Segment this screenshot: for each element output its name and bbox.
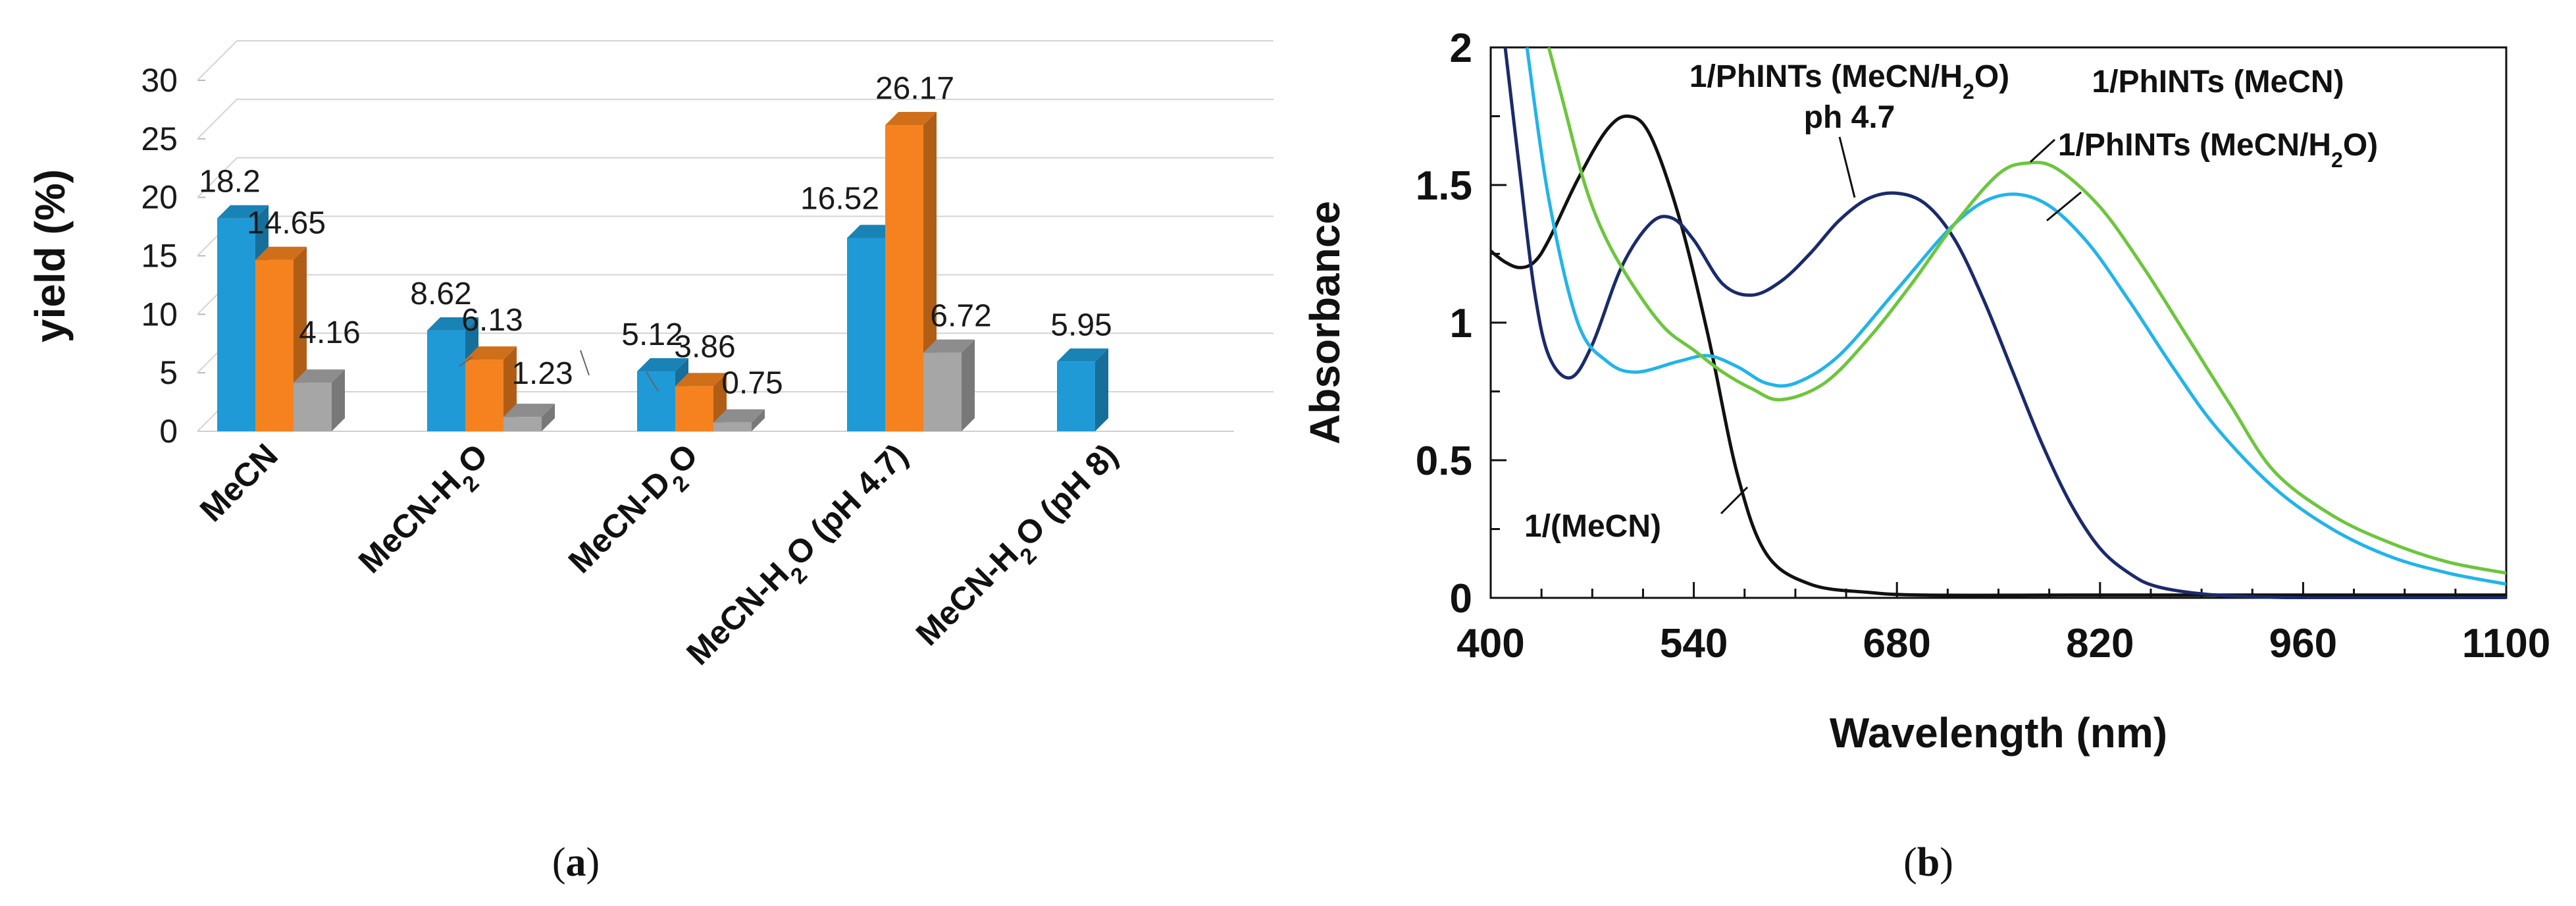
y-tick-label: 1.5 <box>1416 163 1472 209</box>
bar-top <box>675 373 727 386</box>
y-tick-label: 25 <box>141 120 178 157</box>
bar-series-3-3 <box>923 352 962 431</box>
bar-series-1-3 <box>847 238 885 431</box>
annotation-leader <box>1838 136 1856 198</box>
bar-top <box>713 409 765 423</box>
series-line-2 <box>1525 47 2506 586</box>
bar-series-2-3 <box>885 125 923 431</box>
bar-side <box>962 339 975 431</box>
data-label: 26.17 <box>875 71 954 106</box>
label-leader <box>459 356 473 367</box>
category-label: MeCN <box>193 437 285 529</box>
category-label: MeCN-H2O <box>351 437 502 587</box>
annotation-label: ph 4.7 <box>1804 100 1895 135</box>
data-label: 16.52 <box>800 181 879 216</box>
data-label: 14.65 <box>247 206 326 241</box>
curves-group <box>1491 47 2506 599</box>
panel-a-bar-chart: 0 5 10 15 20 25 30 yield (%) 18.2 14.65 4.16 MeCN 8.… <box>26 40 1274 680</box>
data-label: 6.13 <box>461 303 523 338</box>
x-tick-label: 1100 <box>2462 621 2551 666</box>
bar-series-1-0 <box>217 218 255 431</box>
bar-top <box>217 205 269 219</box>
data-label: 18.2 <box>199 165 260 200</box>
bar-series-3-1 <box>503 417 542 431</box>
bar-series-1-2 <box>637 371 675 431</box>
y-gridline <box>197 40 1274 81</box>
data-label: 0.75 <box>721 366 783 401</box>
bar-series-2-2 <box>675 386 713 431</box>
y-tick-label: 0 <box>159 413 178 450</box>
bar-series-2-0 <box>255 259 294 431</box>
series-line-1 <box>1503 47 2506 599</box>
annotation-label: 1/PhINTs (MeCN/H2O) <box>1689 59 2009 103</box>
bar-top <box>923 339 975 353</box>
series-line-3 <box>1547 47 2506 575</box>
annotation-label: 1/PhINTs (MeCN/H2O) <box>2058 128 2378 172</box>
annotation-label: 1/PhINTs (MeCN) <box>2092 65 2344 99</box>
category-label: MeCN-H2O (pH 4.7) <box>679 437 922 680</box>
bar-side <box>332 369 345 431</box>
panel-b-absorbance-chart: 400 540 680 820 960 1100 0 0.5 1 1.5 2 Wavelength (… <box>1301 26 2550 757</box>
bar-top <box>427 317 478 331</box>
bar-top <box>503 404 555 417</box>
y-tick-label: 1 <box>1450 301 1472 346</box>
category-label: MeCN-H2O (pH 8) <box>909 437 1132 660</box>
bar-side <box>542 404 555 431</box>
y-tick-label: 30 <box>141 62 178 99</box>
annotation-leader <box>2046 191 2082 222</box>
y-tick-label: 10 <box>141 296 178 333</box>
category-label: MeCN-D2O <box>561 437 712 587</box>
y-tick-label: 15 <box>141 238 178 275</box>
y-tick-label: 2 <box>1450 26 1472 71</box>
x-tick-label: 400 <box>1456 621 1524 666</box>
bar-top <box>255 246 307 260</box>
y-gridline <box>197 98 1274 140</box>
bar-top <box>1057 348 1108 362</box>
data-label: 6.72 <box>930 299 991 334</box>
bar-top <box>637 358 688 372</box>
y-tick-label: 0 <box>1450 576 1472 622</box>
y-axis-label: Absorbance <box>1301 201 1349 444</box>
bar-top <box>465 346 517 360</box>
annotation-leader <box>1720 486 1749 515</box>
y-gridline <box>197 215 1274 257</box>
y-tick-label: 0.5 <box>1416 439 1472 484</box>
label-leader <box>580 350 590 376</box>
x-tick-label: 960 <box>2269 621 2337 666</box>
bar-series-3-2 <box>713 422 752 431</box>
bar-side <box>752 409 765 431</box>
data-label: 8.62 <box>410 277 471 311</box>
bar-series-2-1 <box>465 360 503 431</box>
annotation-leader <box>2029 138 2056 163</box>
caption-a: (a) <box>552 840 600 885</box>
label-leader <box>646 371 659 392</box>
bar-series-3-0 <box>294 383 332 431</box>
x-tick-label: 680 <box>1863 621 1930 666</box>
data-label: 3.86 <box>674 329 735 364</box>
bar-top <box>294 369 345 383</box>
bar-series-1-1 <box>427 330 465 431</box>
y-axis-label: yield (%) <box>26 169 74 342</box>
y-tick-label: 5 <box>159 354 178 391</box>
data-label: 1.23 <box>511 356 573 391</box>
bar-top <box>885 112 937 126</box>
caption-b: (b) <box>1903 840 1953 885</box>
annotation-label: 1/(MeCN) <box>1524 509 1661 544</box>
data-label: 5.12 <box>621 317 683 352</box>
x-tick-label: 820 <box>2066 621 2134 666</box>
x-axis-label: Wavelength (nm) <box>1830 709 2167 757</box>
y-gridline <box>197 274 1274 315</box>
data-label: 4.16 <box>299 315 360 350</box>
bar-series-1-4 <box>1057 361 1095 431</box>
bar-side <box>1095 348 1108 431</box>
y-gridline <box>197 157 1274 198</box>
y-tick-label: 20 <box>141 179 178 216</box>
series-line-0 <box>1491 114 2506 597</box>
data-label: 5.95 <box>1050 307 1112 342</box>
x-tick-label: 540 <box>1660 621 1728 666</box>
